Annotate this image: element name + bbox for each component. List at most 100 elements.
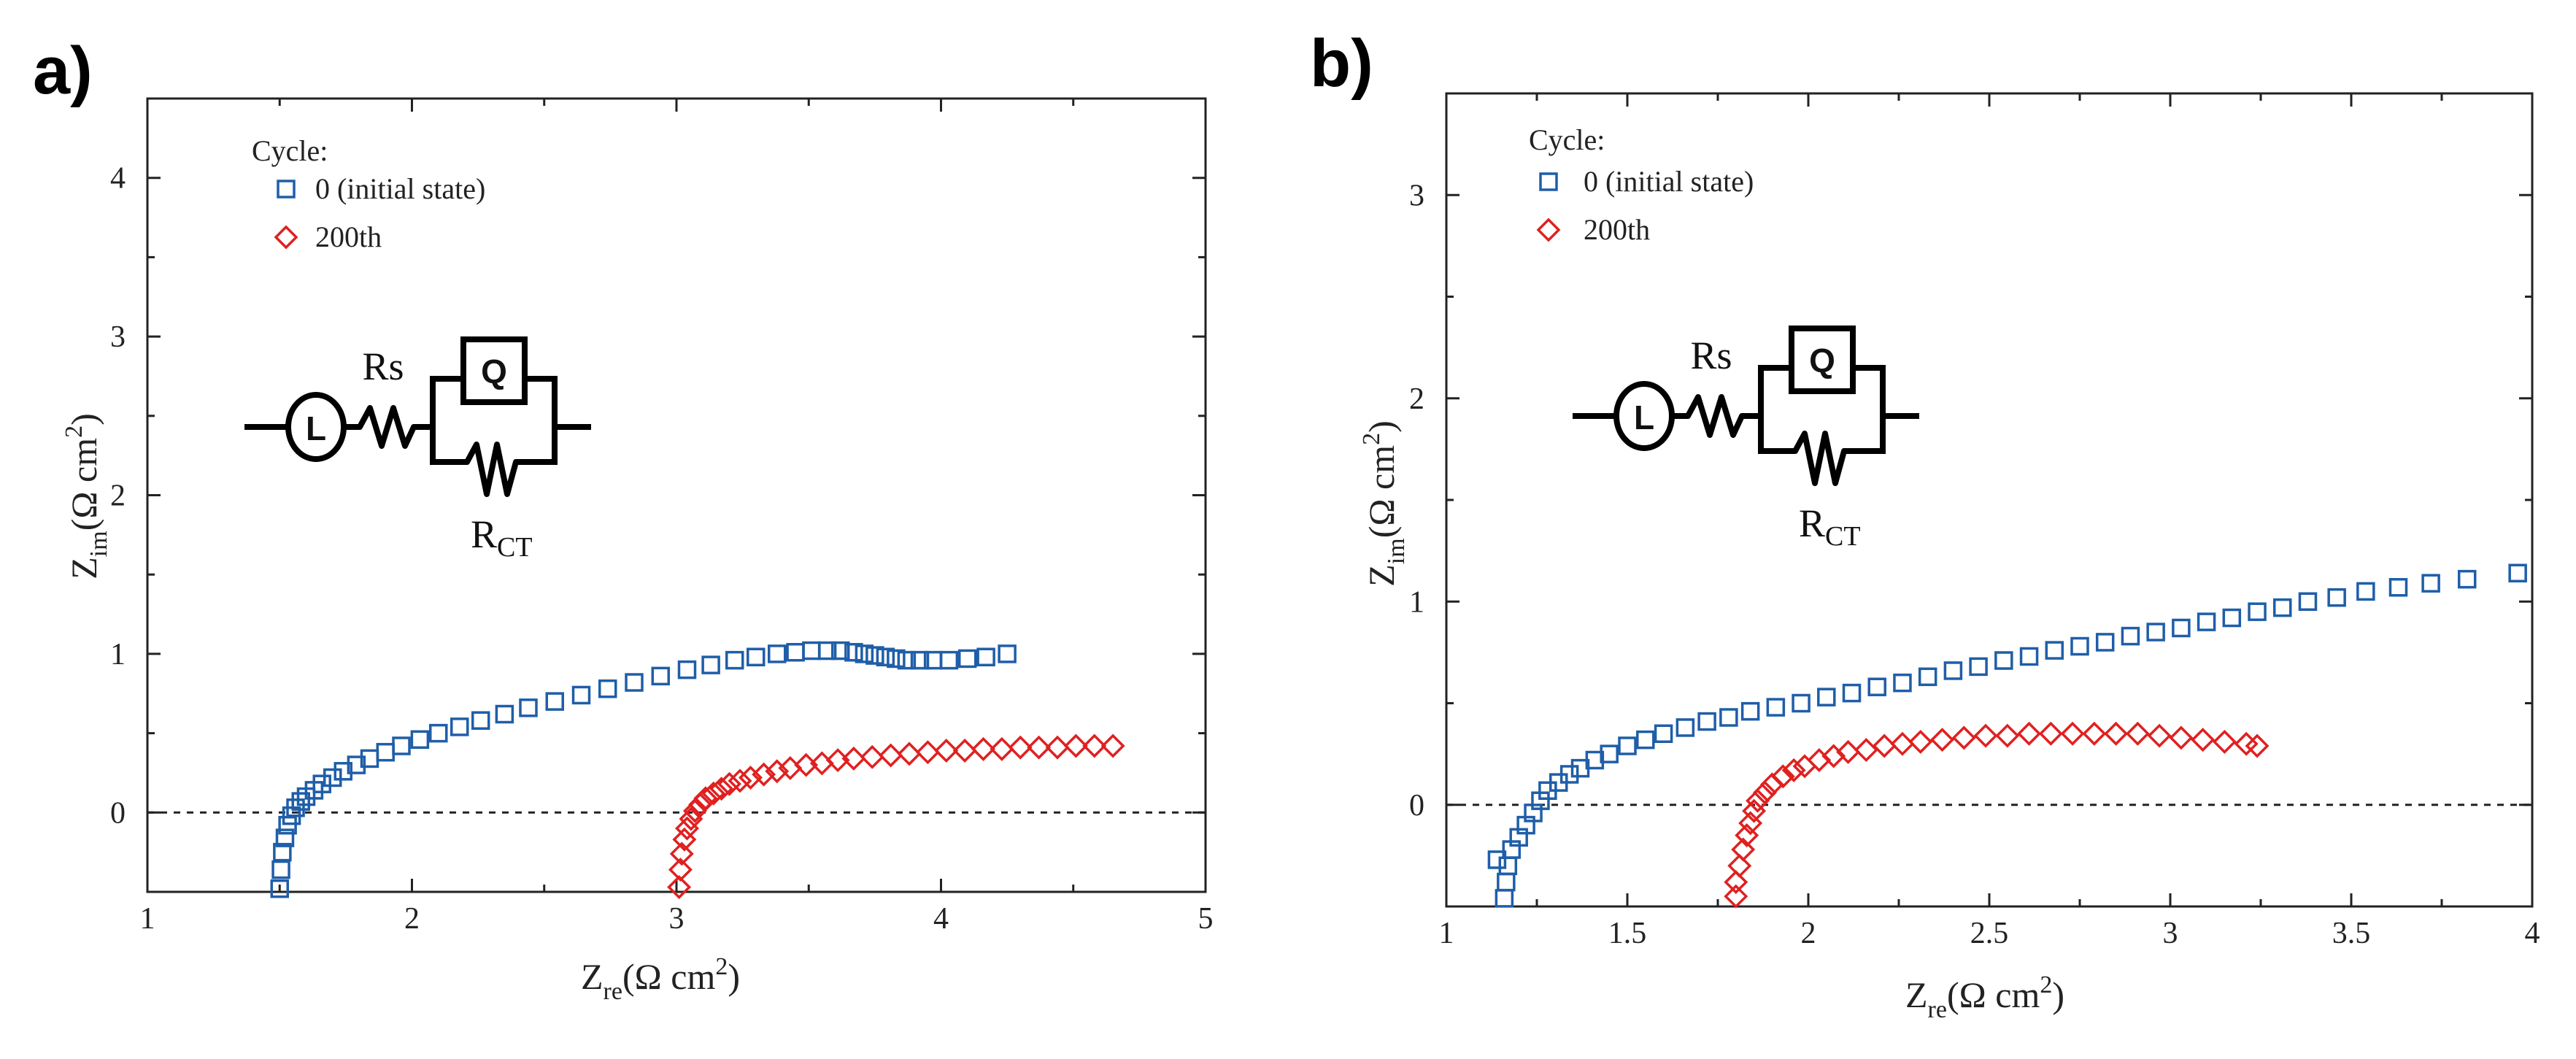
legend-title: Cycle: <box>252 134 328 167</box>
y-tick-label: 3 <box>1409 179 1424 212</box>
data-point <box>2388 578 2408 597</box>
data-point <box>1867 677 1886 696</box>
legend-marker <box>1539 172 1558 191</box>
y-tick-label: 4 <box>110 162 126 196</box>
data-point <box>1792 693 1810 713</box>
data-point <box>1842 683 1862 703</box>
data-point <box>286 798 305 817</box>
data-point <box>739 765 763 790</box>
legend-label: 0 (initial state) <box>1584 165 1754 198</box>
panel-label: a) <box>33 34 93 108</box>
data-point <box>323 768 342 787</box>
data-point <box>976 647 995 666</box>
data-point <box>312 774 331 793</box>
data-point <box>1746 788 1770 813</box>
data-point <box>2146 623 2165 642</box>
data-point <box>728 769 752 793</box>
data-point <box>998 644 1017 663</box>
data-point <box>841 746 866 771</box>
data-point <box>915 740 940 765</box>
data-point <box>1893 673 1912 693</box>
data-point <box>1063 733 1088 758</box>
data-point <box>887 649 906 669</box>
legend: Cycle: 0 (initial state) 200th <box>252 134 485 253</box>
rct-resistor <box>1784 431 1859 486</box>
data-point <box>2017 721 2042 746</box>
series-initial <box>1487 563 2527 908</box>
series-initial <box>270 641 1017 898</box>
data-point <box>1969 657 1988 677</box>
data-point <box>768 644 787 663</box>
data-point <box>1727 853 1752 878</box>
data-point <box>651 666 670 686</box>
data-point <box>1807 748 1832 772</box>
data-point <box>1918 667 1937 687</box>
data-point <box>2273 598 2292 617</box>
data-point <box>701 655 720 674</box>
data-point <box>1100 733 1125 758</box>
data-point <box>876 647 895 666</box>
data-point <box>1781 758 1806 782</box>
x-axis-label-sub: re <box>1928 996 1947 1023</box>
data-point <box>752 762 776 787</box>
data-point <box>271 860 290 879</box>
data-point <box>831 641 850 661</box>
x-axis-label-units: (Ω cm <box>1947 974 2040 1015</box>
data-point <box>668 858 693 882</box>
data-point <box>1766 698 1786 717</box>
data-point <box>1724 884 1748 909</box>
rct-label-main: R <box>1799 501 1825 545</box>
x-axis-label-sup: 2 <box>2040 971 2052 998</box>
y-tick-label: 3 <box>110 320 126 354</box>
data-point <box>2169 725 2194 750</box>
data-point <box>855 644 874 663</box>
y-axis-label-units: (Ω cm <box>1361 445 1402 539</box>
data-point <box>275 828 295 847</box>
y-axis-label-main: Z <box>1361 564 1402 587</box>
equivalent-circuit: L Rs Q RCT <box>1573 326 1919 552</box>
data-point <box>2245 733 2270 758</box>
rct-label-sub: CT <box>497 532 533 563</box>
data-point <box>682 798 707 823</box>
x-axis-label-sup: 2 <box>715 953 728 980</box>
data-point <box>471 711 490 730</box>
legend: Cycle: 0 (initial state) 200th <box>1529 123 1754 246</box>
data-point <box>333 762 352 781</box>
y-axis-label: Zim(Ω cm2) <box>61 413 112 579</box>
cpe-label: Q <box>481 353 507 390</box>
data-point <box>786 642 805 662</box>
x-axis-label: Zre(Ω cm2) <box>1905 971 2064 1023</box>
data-point <box>410 730 430 750</box>
data-point <box>2421 574 2440 593</box>
plot-frame <box>146 97 1207 893</box>
data-point <box>450 717 469 736</box>
data-point <box>1008 735 1033 760</box>
data-point <box>717 771 741 796</box>
y-tick-label: 2 <box>110 480 126 513</box>
data-point <box>2248 602 2267 621</box>
data-point <box>2172 618 2191 638</box>
data-point <box>1770 764 1795 789</box>
data-point <box>1951 725 1976 750</box>
data-point <box>1731 837 1756 862</box>
x-axis-label-close: ) <box>728 956 740 997</box>
data-point <box>291 792 310 811</box>
data-point <box>278 815 297 835</box>
data-point <box>2121 626 2140 646</box>
rs-label: Rs <box>362 344 404 388</box>
data-point <box>1636 730 1655 750</box>
data-point <box>1495 889 1514 908</box>
data-point <box>1908 729 1933 754</box>
data-point <box>1654 724 1673 744</box>
x-tick-label: 2 <box>1801 917 1816 950</box>
data-point <box>1600 744 1619 763</box>
x-tick-label: 2.5 <box>1970 917 2009 950</box>
data-point <box>625 673 644 692</box>
data-point <box>2045 641 2064 660</box>
y-tick-label: 2 <box>1409 382 1424 416</box>
data-point <box>1994 651 2013 670</box>
data-point <box>747 647 766 666</box>
data-point <box>273 842 292 862</box>
data-point <box>1890 731 1915 756</box>
